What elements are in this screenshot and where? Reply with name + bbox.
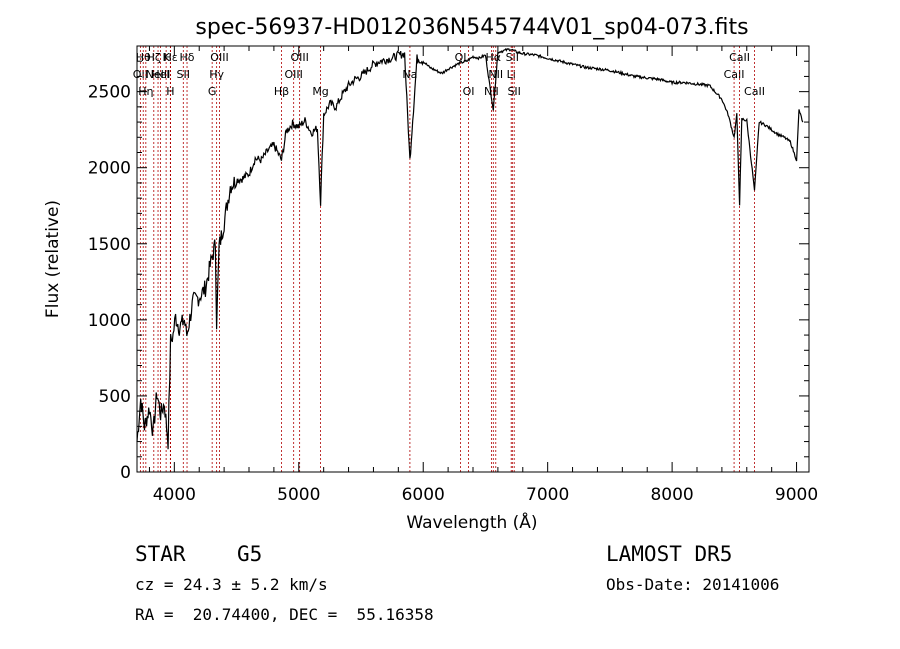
chart-title: spec-56937-HD012036N545744V01_sp04-073.f… [195, 15, 748, 40]
y-axis-label: Flux (relative) [43, 200, 63, 318]
x-axis-ticks: 4000 5000 6000 7000 8000 9000 [148, 46, 818, 505]
spectral-line-label: NeIII [146, 68, 171, 81]
spectral-line-markers: OIIHθHηHζNeIIIHeIKHHεSIIHδGHγOIIIHβOIIIO… [133, 46, 765, 472]
x-tick-label: 4000 [153, 485, 196, 505]
spectral-line-label: OI [455, 51, 467, 64]
spectral-line-label: OIII [290, 51, 308, 64]
spectral-line-label: Li [507, 68, 516, 81]
spectral-line-label: Hζ [147, 51, 161, 64]
y-tick-label: 500 [99, 387, 131, 407]
spectral-line-label: OIII [284, 68, 302, 81]
x-tick-label: 8000 [650, 485, 693, 505]
y-tick-label: 2500 [88, 83, 131, 103]
y-axis-ticks: 0 500 1000 1500 2000 2500 [88, 60, 809, 483]
spectral-line-label: Hγ [209, 68, 224, 81]
observation-date: Obs-Date: 20141006 [606, 575, 780, 594]
spectral-line-label: CaII [729, 51, 750, 64]
object-class: STAR [135, 542, 186, 566]
spectral-line-label: SII [507, 85, 520, 98]
y-tick-label: 2000 [88, 159, 131, 179]
spectral-line-label: K [163, 51, 171, 64]
spectral-line-label: Hε [163, 51, 177, 64]
spectral-line-label: G [208, 85, 217, 98]
plot-frame [136, 45, 810, 473]
spectral-line-label: Hδ [180, 51, 195, 64]
spectral-line-label: OI [463, 85, 475, 98]
redshift-velocity: cz = 24.3 ± 5.2 km/s [135, 575, 328, 594]
x-tick-label: 6000 [402, 485, 445, 505]
y-tick-label: 1500 [88, 235, 131, 255]
spectral-line-label: SII [506, 51, 519, 64]
spectral-line-label: OIII [210, 51, 228, 64]
x-tick-label: 5000 [277, 485, 320, 505]
x-tick-label: 7000 [526, 485, 569, 505]
spectral-line-label: HeI [151, 68, 169, 81]
spectral-line-label: CaII [724, 68, 745, 81]
object-subclass: G5 [237, 542, 263, 566]
x-tick-label: 9000 [775, 485, 818, 505]
y-tick-label: 0 [120, 463, 131, 483]
y-tick-label: 1000 [88, 311, 131, 331]
spectral-line-label: SII [177, 68, 190, 81]
spectral-line-label: CaII [744, 85, 765, 98]
spectrum-line [136, 47, 804, 450]
spectral-line-label: Hβ [274, 85, 289, 98]
x-axis-label: Wavelength (Å) [406, 511, 537, 533]
coordinates: RA = 20.74400, DEC = 55.16358 [135, 605, 434, 624]
survey-name: LAMOST DR5 [606, 542, 733, 566]
spectral-line-label: Mg [312, 85, 328, 98]
